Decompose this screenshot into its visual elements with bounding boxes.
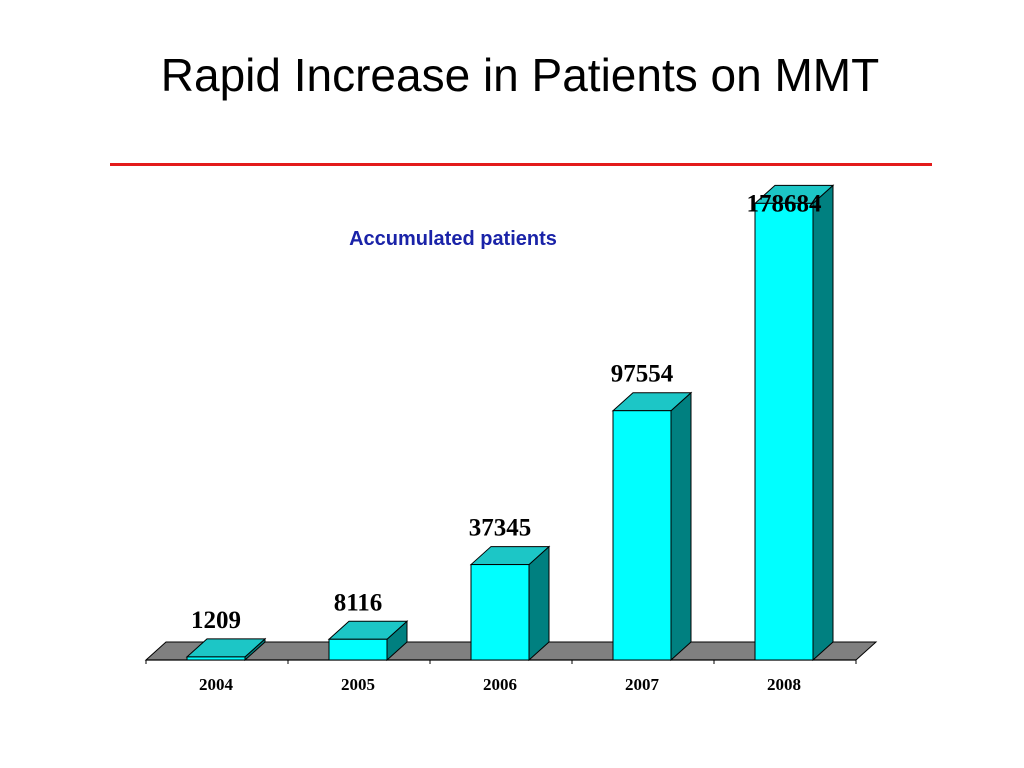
bar-front [186, 656, 246, 661]
bar-front [470, 564, 530, 661]
bar-2005 [327, 620, 409, 662]
bar-side [528, 545, 550, 662]
bar-side [812, 184, 834, 662]
data-label: 178684 [747, 190, 823, 217]
chart-title: Accumulated patients [349, 228, 557, 250]
data-label: 1209 [191, 607, 241, 634]
x-tick-label: 2008 [767, 675, 801, 694]
x-axis: 2004 2005 2006 2007 2008 [145, 660, 857, 694]
bar-front [328, 638, 388, 661]
slide-title: Rapid Increase in Patients on MMT [160, 49, 880, 101]
bar-front [612, 410, 672, 661]
title-divider [110, 163, 932, 166]
x-tick-label: 2007 [625, 675, 660, 694]
bar-2004 [185, 637, 267, 662]
data-label: 37345 [469, 515, 532, 542]
data-label: 8116 [334, 589, 383, 616]
data-label: 97554 [611, 361, 674, 388]
x-tick-label: 2005 [341, 675, 375, 694]
bars [185, 184, 835, 662]
x-tick-label: 2004 [199, 675, 234, 694]
bar-2006 [469, 545, 551, 662]
x-tick-label: 2006 [483, 675, 517, 694]
bar-2008 [753, 184, 835, 662]
bar-2007 [611, 391, 693, 662]
data-labels: 1209 8116 37345 97554 178684 [191, 190, 822, 634]
bar-side [670, 391, 692, 662]
bar-front [754, 202, 814, 661]
